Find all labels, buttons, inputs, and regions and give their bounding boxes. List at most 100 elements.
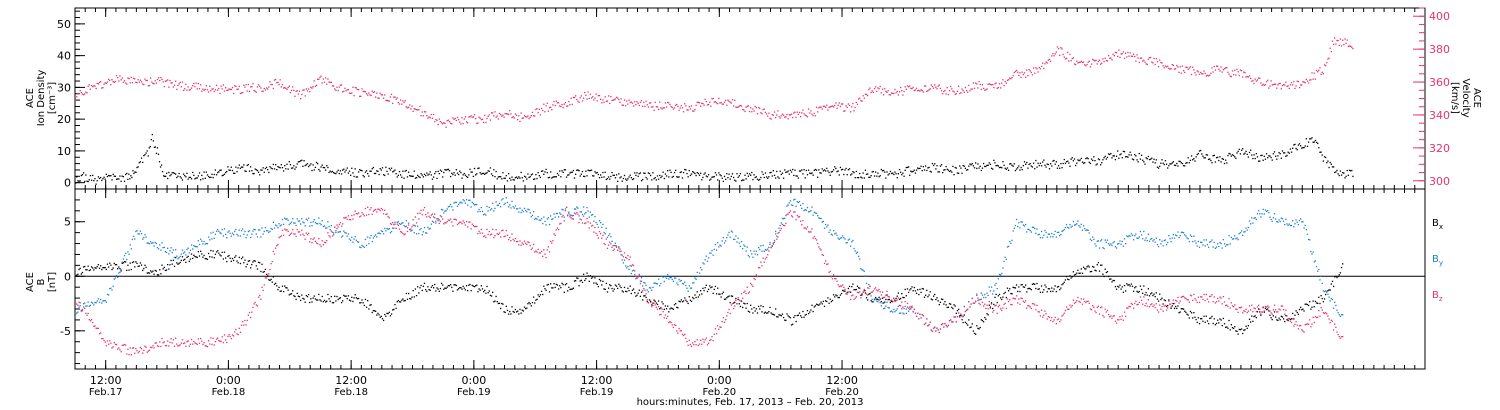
data-point	[290, 221, 293, 223]
data-point	[659, 308, 661, 310]
data-point	[942, 298, 944, 301]
data-point	[560, 213, 562, 215]
data-point	[318, 238, 320, 240]
data-point	[260, 270, 262, 273]
data-point	[914, 172, 917, 174]
data-point	[1320, 73, 1322, 75]
data-point	[640, 291, 643, 293]
data-point	[392, 171, 394, 173]
data-point	[1345, 175, 1347, 178]
data-point	[403, 177, 405, 179]
data-point	[848, 168, 851, 170]
data-point	[790, 324, 793, 326]
data-point	[567, 174, 569, 176]
data-point	[1106, 271, 1109, 273]
data-point	[688, 169, 690, 172]
data-point	[888, 93, 890, 96]
data-point	[1342, 39, 1344, 41]
data-point	[339, 231, 342, 233]
data-point	[163, 85, 165, 88]
data-point	[1214, 247, 1217, 249]
data-point	[1235, 74, 1237, 76]
data-point	[806, 116, 809, 118]
data-point	[650, 300, 652, 303]
data-point	[984, 165, 986, 168]
data-point	[643, 172, 645, 174]
data-point	[1067, 278, 1069, 280]
data-point	[161, 78, 163, 80]
data-point	[1314, 139, 1317, 142]
data-point	[360, 169, 362, 172]
data-point	[705, 255, 707, 257]
data-point	[286, 218, 288, 220]
data-point	[1297, 144, 1300, 146]
data-point	[512, 206, 514, 208]
data-point	[1162, 162, 1164, 164]
data-point	[215, 338, 218, 340]
data-point	[313, 219, 315, 221]
data-point	[1245, 227, 1247, 229]
data-point	[201, 340, 203, 342]
data-point	[1221, 247, 1223, 249]
data-point	[475, 203, 477, 206]
data-point	[938, 84, 940, 86]
data-point	[587, 169, 589, 171]
data-point	[897, 305, 900, 308]
data-point	[288, 85, 290, 87]
data-point	[273, 168, 276, 170]
data-point	[677, 307, 679, 309]
data-point	[137, 79, 139, 81]
data-point	[85, 269, 87, 271]
data-point	[1326, 61, 1328, 64]
data-point	[140, 157, 143, 159]
data-point	[496, 204, 498, 206]
data-point	[182, 173, 185, 175]
data-point	[1046, 236, 1048, 238]
data-point	[1290, 81, 1293, 84]
data-point	[1168, 235, 1170, 237]
data-point	[1228, 73, 1230, 75]
data-point	[140, 232, 143, 235]
data-point	[457, 222, 460, 224]
data-point	[476, 122, 478, 125]
data-point	[743, 179, 745, 181]
data-point	[221, 336, 223, 338]
data-point	[414, 216, 417, 218]
data-point	[836, 107, 838, 109]
data-point	[1267, 308, 1269, 310]
data-point	[459, 221, 461, 223]
data-point	[826, 300, 828, 303]
data-point	[1321, 154, 1323, 156]
data-point	[1129, 151, 1131, 153]
data-point	[659, 285, 661, 287]
data-point	[606, 178, 609, 180]
data-point	[693, 282, 695, 284]
data-point	[926, 90, 928, 93]
data-point	[803, 209, 805, 212]
data-point	[776, 114, 778, 116]
data-point	[500, 176, 502, 178]
data-point	[247, 314, 250, 316]
data-point	[767, 115, 769, 117]
data-point	[311, 87, 313, 89]
data-point	[740, 180, 743, 182]
data-point	[254, 229, 256, 231]
data-point	[1072, 57, 1075, 59]
data-point	[697, 172, 700, 175]
data-point	[117, 276, 119, 278]
data-point	[868, 283, 870, 286]
data-point	[181, 81, 184, 83]
data-point	[817, 304, 819, 306]
data-point	[382, 174, 385, 176]
data-point	[882, 169, 885, 172]
data-point	[684, 168, 686, 171]
data-point	[682, 171, 685, 174]
data-point	[1317, 71, 1319, 73]
data-point	[918, 89, 920, 91]
data-point	[1202, 244, 1204, 246]
data-point	[75, 313, 77, 315]
data-point	[1042, 291, 1044, 293]
data-point	[1047, 288, 1050, 290]
data-point	[1097, 261, 1100, 264]
data-point	[515, 176, 518, 178]
